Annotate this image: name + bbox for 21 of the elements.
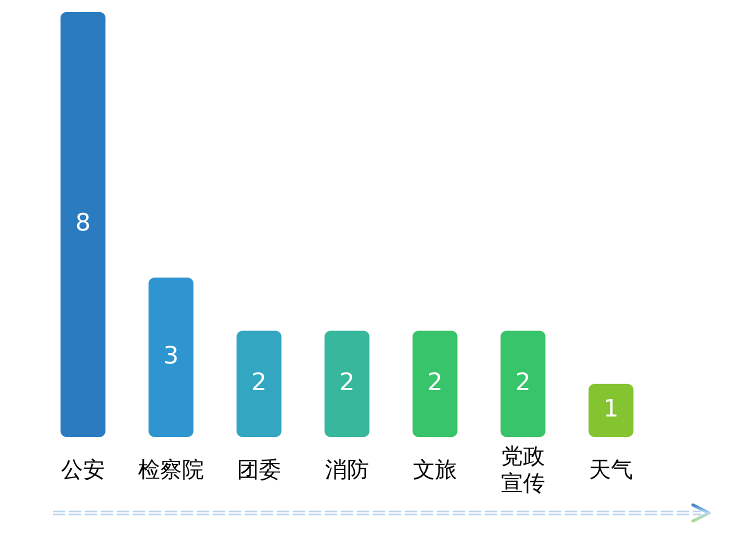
data-label: 3 [163, 342, 179, 370]
x-tick-label: 文旅 [413, 458, 457, 484]
x-tick-label: 检察院 [138, 458, 204, 484]
bar [60, 12, 106, 437]
x-tick-label: 天气 [589, 458, 633, 484]
bar [324, 330, 370, 437]
data-label: 2 [515, 368, 531, 396]
x-tick-label: 公安 [61, 458, 105, 484]
data-label: 2 [339, 368, 355, 396]
data-label: 2 [251, 368, 267, 396]
data-label: 1 [603, 394, 619, 423]
bar [236, 330, 282, 437]
bar [500, 330, 546, 437]
data-label: 2 [427, 368, 443, 396]
bar [588, 384, 634, 437]
bar [148, 278, 194, 437]
data-label: 8 [75, 208, 91, 237]
x-tick-label: 消防 [325, 458, 369, 484]
bar [412, 330, 458, 437]
x-tick-label: 党政宣传 [501, 444, 545, 497]
x-tick-label: 团委 [237, 458, 281, 484]
